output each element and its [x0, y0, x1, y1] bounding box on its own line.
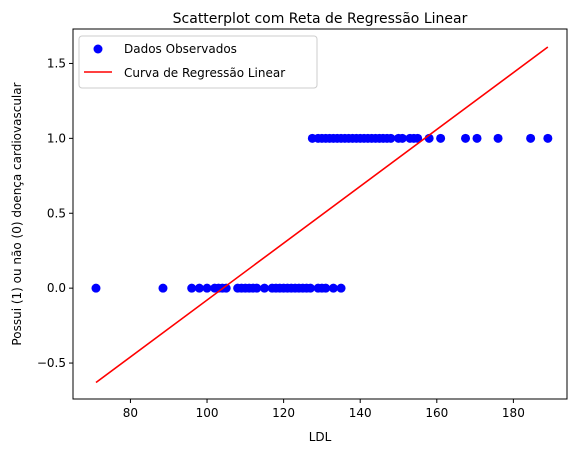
data-point	[493, 133, 503, 143]
data-point	[194, 283, 204, 293]
y-tick-label: 0.5	[47, 206, 66, 220]
legend-label-observed: Dados Observados	[124, 42, 237, 56]
legend-label-regression: Curva de Regressão Linear	[124, 66, 285, 80]
data-point	[158, 283, 168, 293]
data-point	[187, 283, 197, 293]
x-axis: 80 100 120 140 160 180	[123, 399, 525, 420]
y-tick-label: 1.0	[47, 131, 66, 145]
y-tick-label: 1.5	[47, 56, 66, 70]
data-point	[202, 283, 212, 293]
y-axis-label: Possui (1) ou não (0) doença cardiovascu…	[10, 82, 24, 345]
y-tick-label: 0.0	[47, 281, 66, 295]
y-tick-label: −0.5	[37, 356, 66, 370]
data-point	[461, 133, 471, 143]
y-axis: −0.5 0.0 0.5 1.0 1.5	[37, 56, 73, 370]
data-point	[328, 283, 338, 293]
data-point	[336, 283, 346, 293]
chart-title: Scatterplot com Reta de Regressão Linear	[173, 11, 468, 27]
data-point	[321, 283, 331, 293]
data-point	[221, 283, 231, 293]
data-point	[91, 283, 101, 293]
data-point	[413, 133, 423, 143]
data-point	[436, 133, 446, 143]
x-tick-label: 140	[349, 406, 372, 420]
legend-marker-observed	[93, 44, 103, 54]
axes-frame	[72, 28, 568, 400]
data-point	[472, 133, 482, 143]
data-point	[252, 283, 262, 293]
data-point	[259, 283, 269, 293]
legend-box	[78, 35, 318, 89]
x-tick-label: 160	[425, 406, 448, 420]
data-point	[305, 283, 315, 293]
data-point	[526, 133, 536, 143]
legend: Dados Observados Curva de Regressão Line…	[78, 35, 318, 89]
x-tick-label: 180	[502, 406, 525, 420]
data-point	[543, 133, 553, 143]
regression-line	[95, 46, 549, 384]
plot-area	[91, 46, 553, 384]
x-axis-label: LDL	[309, 430, 332, 444]
x-tick-label: 100	[196, 406, 219, 420]
x-tick-label: 120	[272, 406, 295, 420]
data-point	[397, 133, 407, 143]
data-point	[386, 133, 396, 143]
x-tick-label: 80	[123, 406, 138, 420]
